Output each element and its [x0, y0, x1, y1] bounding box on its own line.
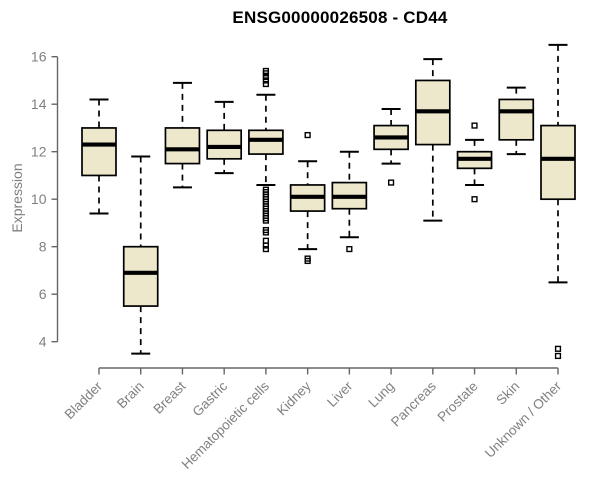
- iqr-box: [498, 98, 535, 141]
- outlier-point: [346, 245, 353, 253]
- outlier-point: [471, 196, 478, 203]
- boxplot-unknown-other: [540, 43, 576, 360]
- iqr-box: [206, 129, 243, 160]
- x-tick-label: Prostate: [435, 379, 481, 425]
- outlier-point: [554, 345, 562, 352]
- outlier-point: [554, 352, 562, 360]
- outlier-point: [262, 73, 270, 80]
- boxplot-liver: [331, 150, 368, 253]
- outlier-point: [262, 217, 270, 224]
- outlier-point: [262, 70, 270, 77]
- iqr-box: [540, 124, 576, 201]
- outlier-point: [262, 242, 270, 249]
- outlier-point: [262, 80, 270, 88]
- outlier-point: [262, 229, 270, 236]
- x-tick-label: Kidney: [274, 378, 314, 418]
- boxplot-lung: [373, 107, 409, 186]
- boxplot-skin: [498, 86, 535, 156]
- y-tick-label: 16: [31, 49, 47, 65]
- y-tick-label: 8: [39, 239, 47, 255]
- x-tick-label: Gastric: [189, 378, 230, 419]
- outlier-point: [304, 257, 311, 265]
- iqr-box: [248, 129, 284, 155]
- x-tick-label: Skin: [493, 379, 522, 408]
- outlier-point: [262, 77, 270, 84]
- iqr-box: [81, 127, 117, 177]
- boxplot-breast: [164, 81, 201, 189]
- outlier-point: [304, 131, 311, 139]
- boxplot-hematopoietic-cells: [248, 67, 284, 253]
- boxplot-pancreas: [414, 58, 451, 222]
- outlier-point: [262, 245, 270, 253]
- x-tick-label: Breast: [150, 378, 188, 416]
- x-tick-label: Unknown / Other: [482, 378, 565, 461]
- iqr-box: [164, 127, 201, 165]
- boxplot-brain: [122, 155, 159, 355]
- boxplot-gastric: [206, 100, 243, 175]
- boxplot-bladder: [81, 98, 117, 215]
- x-tick-label: Pancreas: [388, 378, 439, 429]
- iqr-box: [122, 245, 159, 307]
- y-tick-label: 6: [39, 286, 47, 302]
- x-tick-label: Bladder: [62, 378, 106, 422]
- y-tick-label: 4: [39, 334, 47, 350]
- y-tick-label: 10: [31, 191, 47, 207]
- boxplot-kidney: [289, 131, 326, 265]
- y-tick-label: 12: [31, 144, 47, 160]
- chart-title: ENSG00000026508 - CD44: [232, 8, 448, 27]
- outlier-point: [387, 179, 395, 186]
- y-tick-label: 14: [31, 96, 47, 112]
- x-tick-label: Liver: [324, 378, 356, 410]
- x-tick-label: Lung: [365, 379, 397, 411]
- boxplot-prostate: [456, 122, 493, 203]
- x-tick-label: Brain: [114, 379, 147, 412]
- outlier-point: [471, 122, 478, 129]
